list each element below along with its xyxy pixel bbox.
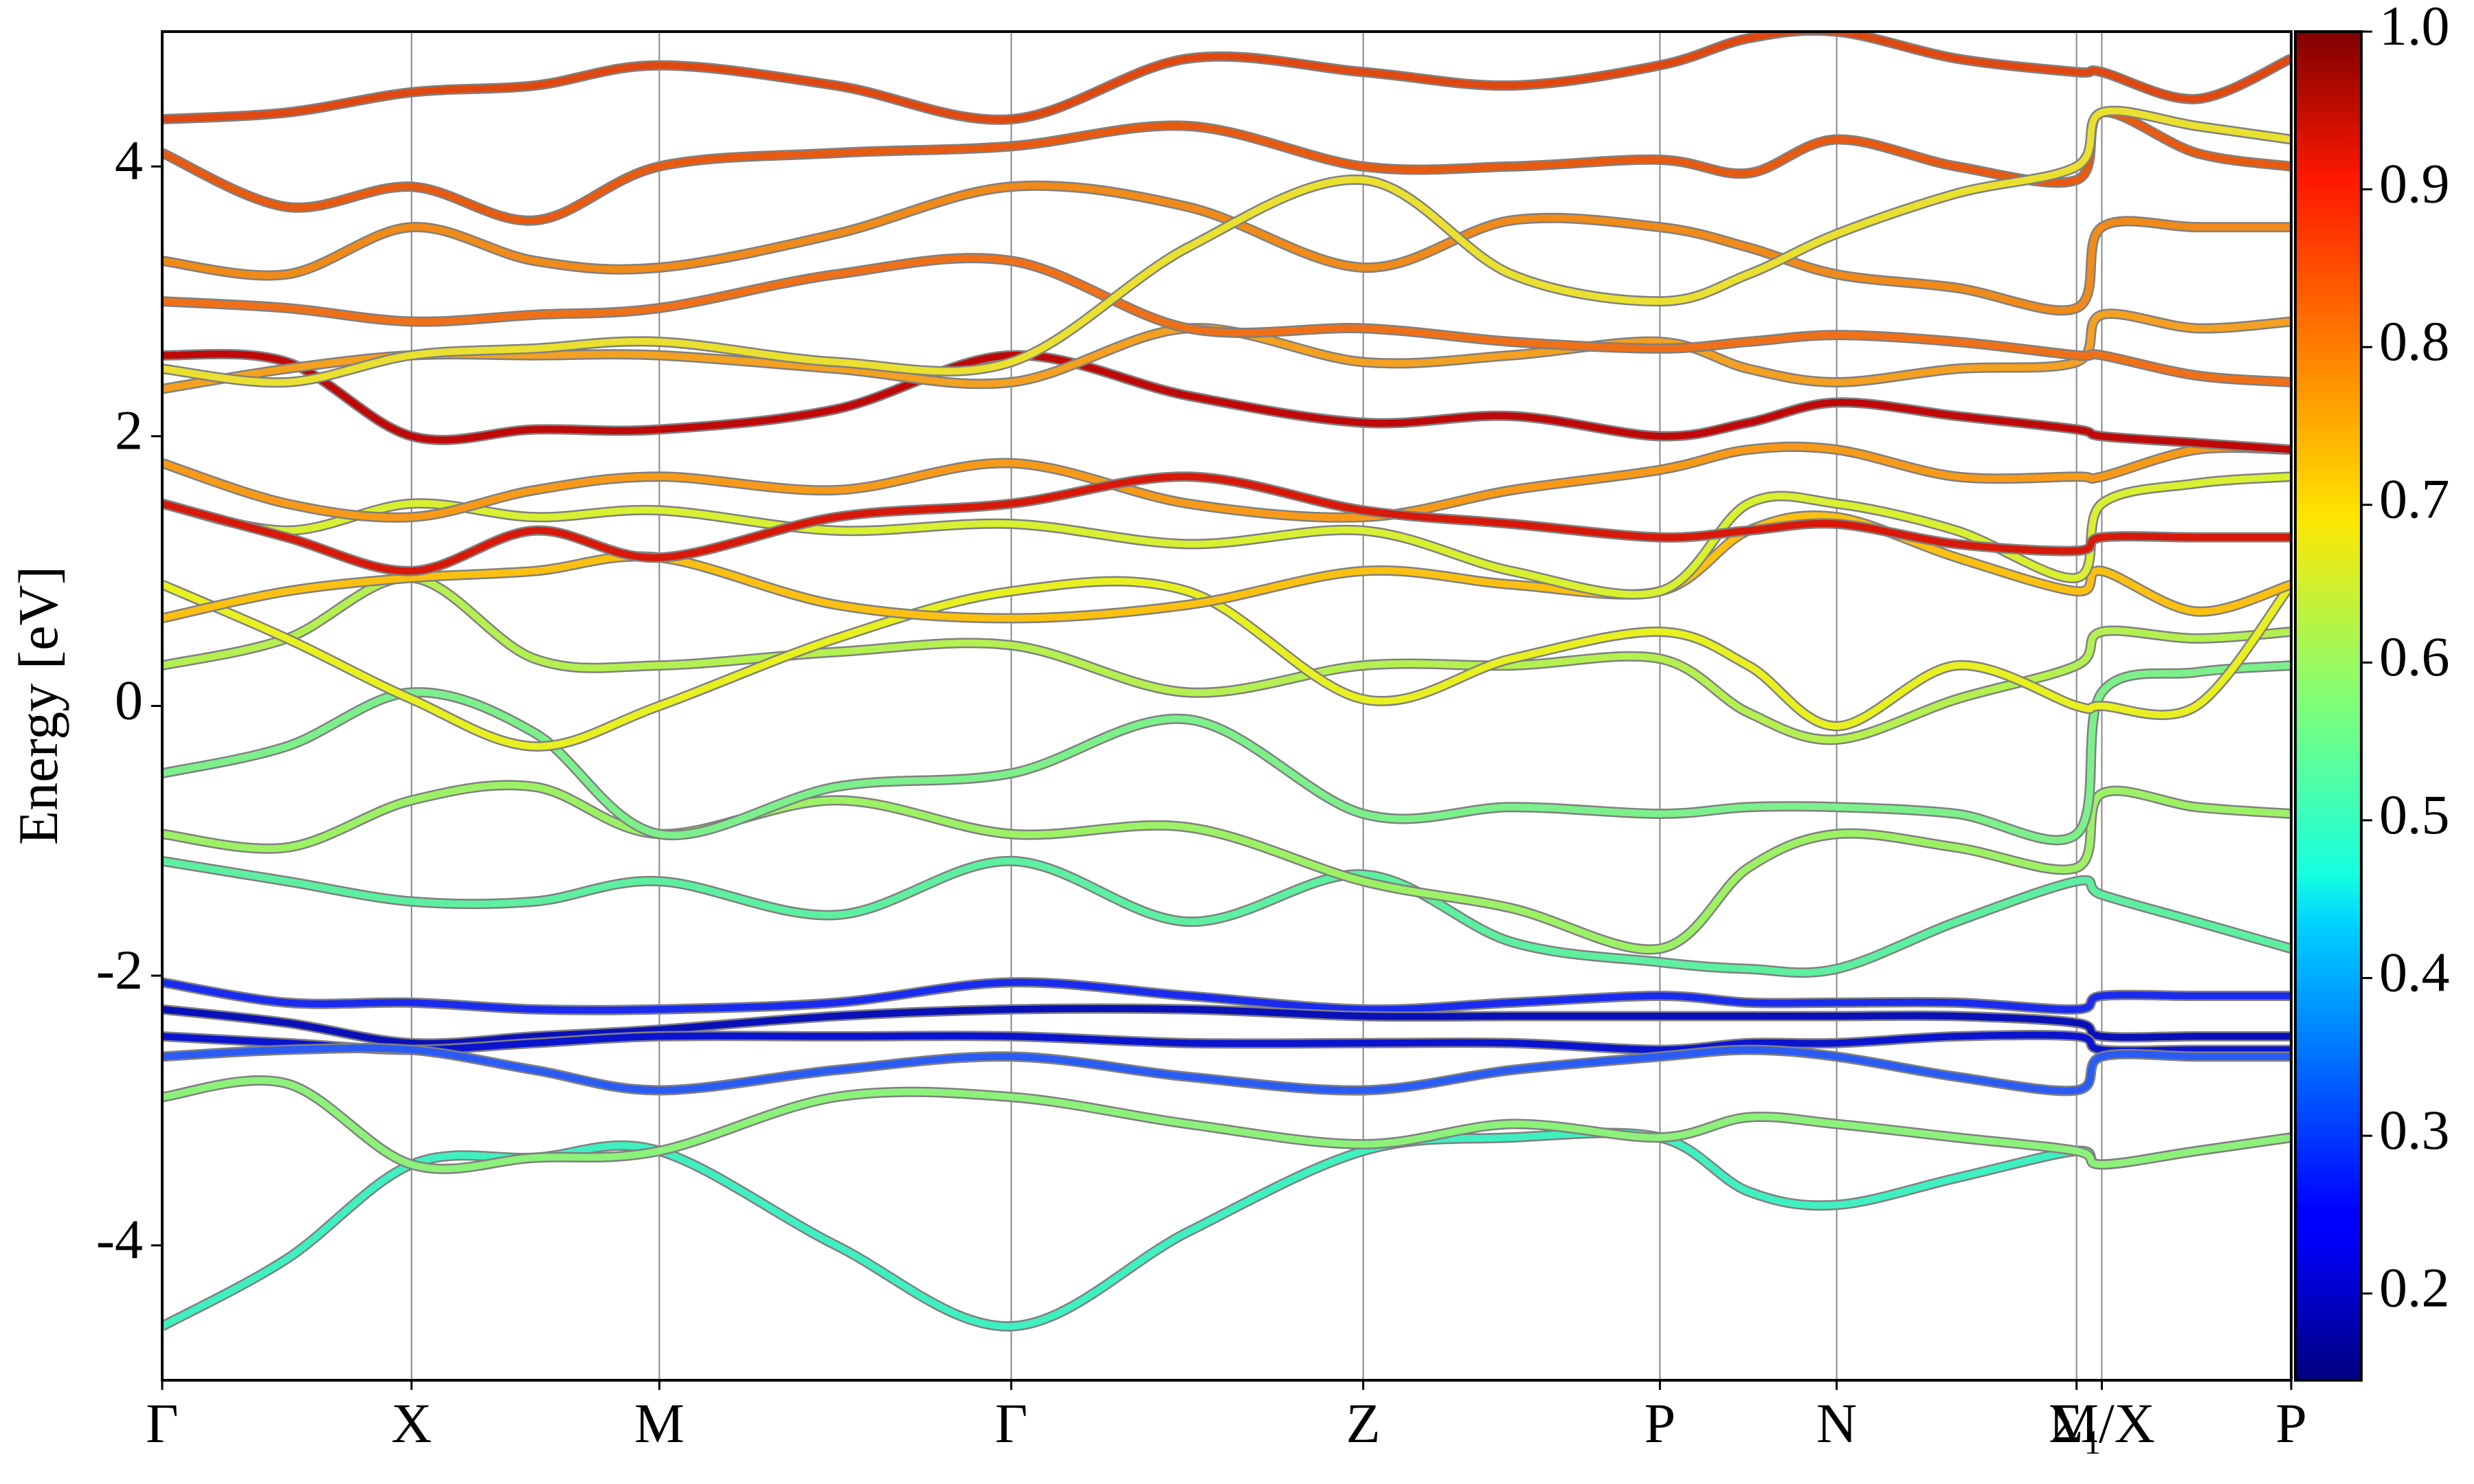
band (162, 182, 2291, 314)
colorbar-tick-label: 0.9 (2379, 152, 2450, 214)
axes: Γ X M Γ Z P N Σ₁M/X P -4 -2 0 2 4 (96, 129, 2307, 1454)
band (162, 578, 2291, 750)
band (162, 473, 2291, 598)
colorbar-tick-label: 0.5 (2379, 783, 2450, 846)
colorbar-tick-label: 1.0 (2379, 0, 2450, 57)
x-tick-label: P (2275, 1392, 2307, 1454)
x-tick-label: Σ₁ (2051, 1392, 2103, 1454)
band (162, 662, 2291, 844)
band (162, 978, 2291, 1014)
band (162, 1004, 2291, 1047)
y-tick-label: 4 (115, 129, 143, 192)
y-tick-label: -2 (96, 938, 143, 1001)
colorbar (2294, 30, 2363, 1382)
band (162, 107, 2291, 386)
y-axis-label: Energy [eV] (7, 566, 69, 845)
x-tick-label: Γ (146, 1392, 178, 1454)
band (162, 781, 2291, 953)
band-outline (162, 1042, 2291, 1097)
band (162, 1031, 2291, 1055)
band (162, 109, 2291, 225)
colorbar-tick-label: 0.6 (2379, 625, 2450, 688)
x-tick-label: X (391, 1392, 432, 1454)
x-tick-label: P (1645, 1392, 1676, 1454)
band (162, 857, 2291, 976)
band (162, 473, 2291, 575)
band-outline (162, 780, 2291, 955)
colorbar-tick-label: 0.8 (2379, 310, 2450, 372)
band (162, 310, 2291, 393)
x-tick-label: M (634, 1392, 684, 1454)
x-tick-label: Z (1346, 1392, 1381, 1454)
bands (162, 32, 2291, 1331)
x-tick-label: N (1816, 1392, 1857, 1454)
y-tick-label: 0 (115, 668, 143, 731)
x-tick-label: M/X (2049, 1392, 2155, 1454)
band-outline (162, 32, 2291, 125)
band (162, 350, 2291, 453)
band (162, 1077, 2291, 1173)
y-tick-label: -4 (96, 1208, 143, 1271)
band (162, 1044, 2291, 1094)
band-outline (162, 471, 2291, 576)
band (162, 443, 2291, 521)
colorbar-tick-label: 0.4 (2379, 941, 2450, 1003)
colorbar-tick-label: 0.7 (2379, 468, 2450, 530)
band (162, 254, 2291, 386)
colorbar-tick-label: 0.3 (2379, 1099, 2450, 1161)
colorbar-tick-label: 0.2 (2379, 1257, 2450, 1319)
band (162, 512, 2291, 622)
band (162, 32, 2291, 124)
x-tick-label: Γ (995, 1392, 1027, 1454)
y-tick-label: 2 (115, 399, 143, 462)
band (162, 574, 2291, 743)
